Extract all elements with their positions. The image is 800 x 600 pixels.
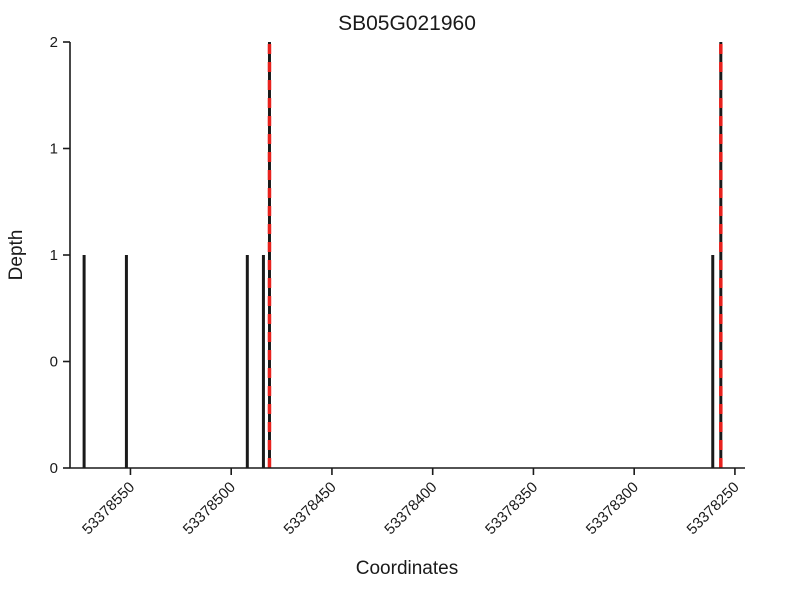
x-tick-label: 53378500 <box>180 479 239 538</box>
y-tick-label: 0 <box>50 354 58 371</box>
y-tick-label: 1 <box>50 247 58 264</box>
x-tick-label: 53378250 <box>684 479 743 538</box>
chart-title: SB05G021960 <box>338 12 476 35</box>
y-tick-label: 1 <box>50 141 58 158</box>
plot-area: 0 0 1 1 2 53378550 53378500 53378450 53378400 533… <box>50 34 745 538</box>
y-tick-label: 0 <box>50 460 58 477</box>
x-tick-label: 53378450 <box>281 479 340 538</box>
y-axis-label: Depth <box>6 230 27 281</box>
y-tick-label: 2 <box>50 34 58 51</box>
x-tick-label: 53378350 <box>482 479 541 538</box>
x-tick-label: 53378400 <box>381 479 440 538</box>
x-tick-label: 53378550 <box>79 479 138 538</box>
x-tick-label: 53378300 <box>583 479 642 538</box>
x-axis-label: Coordinates <box>356 558 458 579</box>
